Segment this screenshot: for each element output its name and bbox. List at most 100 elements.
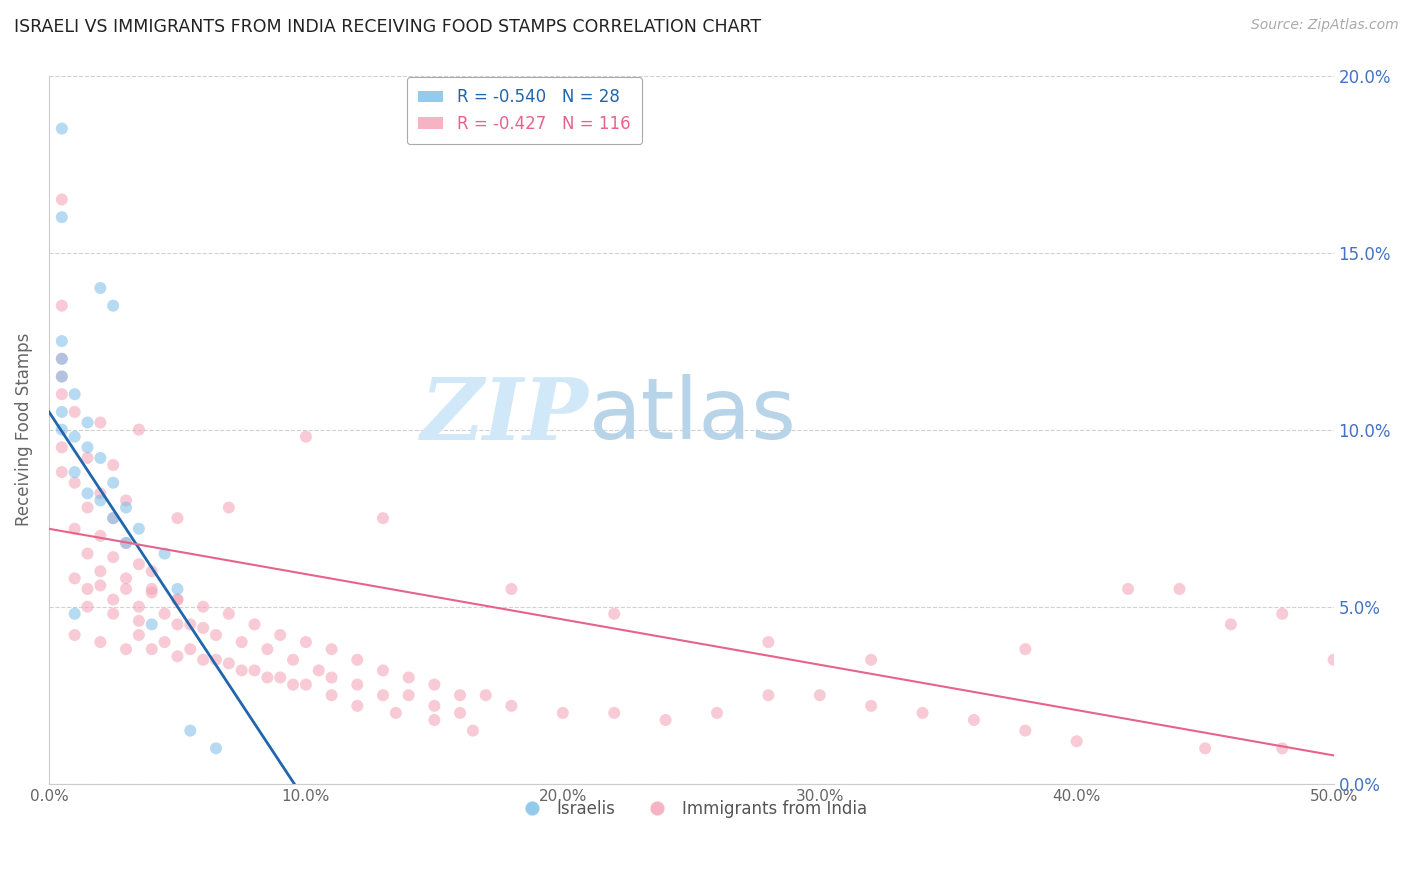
Point <box>758 635 780 649</box>
Point <box>103 511 125 525</box>
Y-axis label: Receiving Food Stamps: Receiving Food Stamps <box>15 333 32 526</box>
Point <box>371 511 394 525</box>
Point <box>346 653 368 667</box>
Point <box>76 440 98 454</box>
Point <box>76 416 98 430</box>
Point <box>398 671 420 685</box>
Point <box>51 465 73 479</box>
Point <box>115 582 138 596</box>
Point <box>115 493 138 508</box>
Point <box>243 617 266 632</box>
Point <box>128 614 150 628</box>
Point <box>269 628 291 642</box>
Point <box>51 405 73 419</box>
Point <box>911 706 934 720</box>
Point <box>63 628 86 642</box>
Point <box>860 698 883 713</box>
Point <box>179 617 201 632</box>
Point <box>256 671 278 685</box>
Point <box>115 536 138 550</box>
Point <box>103 458 125 472</box>
Point <box>63 475 86 490</box>
Point <box>141 617 163 632</box>
Point <box>1014 642 1036 657</box>
Point <box>51 440 73 454</box>
Point <box>89 416 111 430</box>
Point <box>166 582 188 596</box>
Text: atlas: atlas <box>589 374 797 457</box>
Point <box>89 529 111 543</box>
Point <box>321 642 343 657</box>
Point <box>758 688 780 702</box>
Point <box>89 635 111 649</box>
Point <box>89 450 111 465</box>
Point <box>191 599 214 614</box>
Point <box>1014 723 1036 738</box>
Point <box>51 121 73 136</box>
Point <box>231 664 253 678</box>
Point <box>501 582 523 596</box>
Point <box>603 607 626 621</box>
Point <box>166 511 188 525</box>
Point <box>449 688 471 702</box>
Point <box>321 688 343 702</box>
Point <box>103 607 125 621</box>
Point <box>1271 607 1294 621</box>
Point <box>654 713 676 727</box>
Point <box>76 599 98 614</box>
Point <box>141 582 163 596</box>
Point <box>63 607 86 621</box>
Point <box>1116 582 1139 596</box>
Point <box>1323 653 1346 667</box>
Point <box>243 664 266 678</box>
Point <box>1194 741 1216 756</box>
Point <box>51 299 73 313</box>
Point <box>128 628 150 642</box>
Point <box>128 423 150 437</box>
Point <box>295 635 318 649</box>
Point <box>76 500 98 515</box>
Point <box>281 653 304 667</box>
Point <box>423 713 446 727</box>
Point <box>179 642 201 657</box>
Point <box>166 592 188 607</box>
Point <box>141 642 163 657</box>
Point <box>51 387 73 401</box>
Point <box>128 599 150 614</box>
Point <box>63 387 86 401</box>
Point <box>256 642 278 657</box>
Point <box>860 653 883 667</box>
Point <box>89 564 111 578</box>
Point <box>1066 734 1088 748</box>
Point <box>963 713 986 727</box>
Point <box>179 723 201 738</box>
Point <box>103 299 125 313</box>
Point <box>51 423 73 437</box>
Point <box>115 642 138 657</box>
Point <box>103 550 125 565</box>
Point <box>115 571 138 585</box>
Point <box>63 465 86 479</box>
Point <box>63 405 86 419</box>
Point <box>51 369 73 384</box>
Point <box>295 677 318 691</box>
Point <box>141 564 163 578</box>
Point <box>385 706 408 720</box>
Point <box>218 657 240 671</box>
Point <box>706 706 728 720</box>
Point <box>603 706 626 720</box>
Point <box>51 351 73 366</box>
Point <box>89 578 111 592</box>
Point <box>51 351 73 366</box>
Point <box>449 706 471 720</box>
Point <box>89 486 111 500</box>
Point <box>308 664 330 678</box>
Point <box>103 475 125 490</box>
Point <box>89 281 111 295</box>
Point <box>398 688 420 702</box>
Point <box>103 592 125 607</box>
Point <box>63 430 86 444</box>
Point <box>205 741 228 756</box>
Point <box>474 688 496 702</box>
Point <box>191 653 214 667</box>
